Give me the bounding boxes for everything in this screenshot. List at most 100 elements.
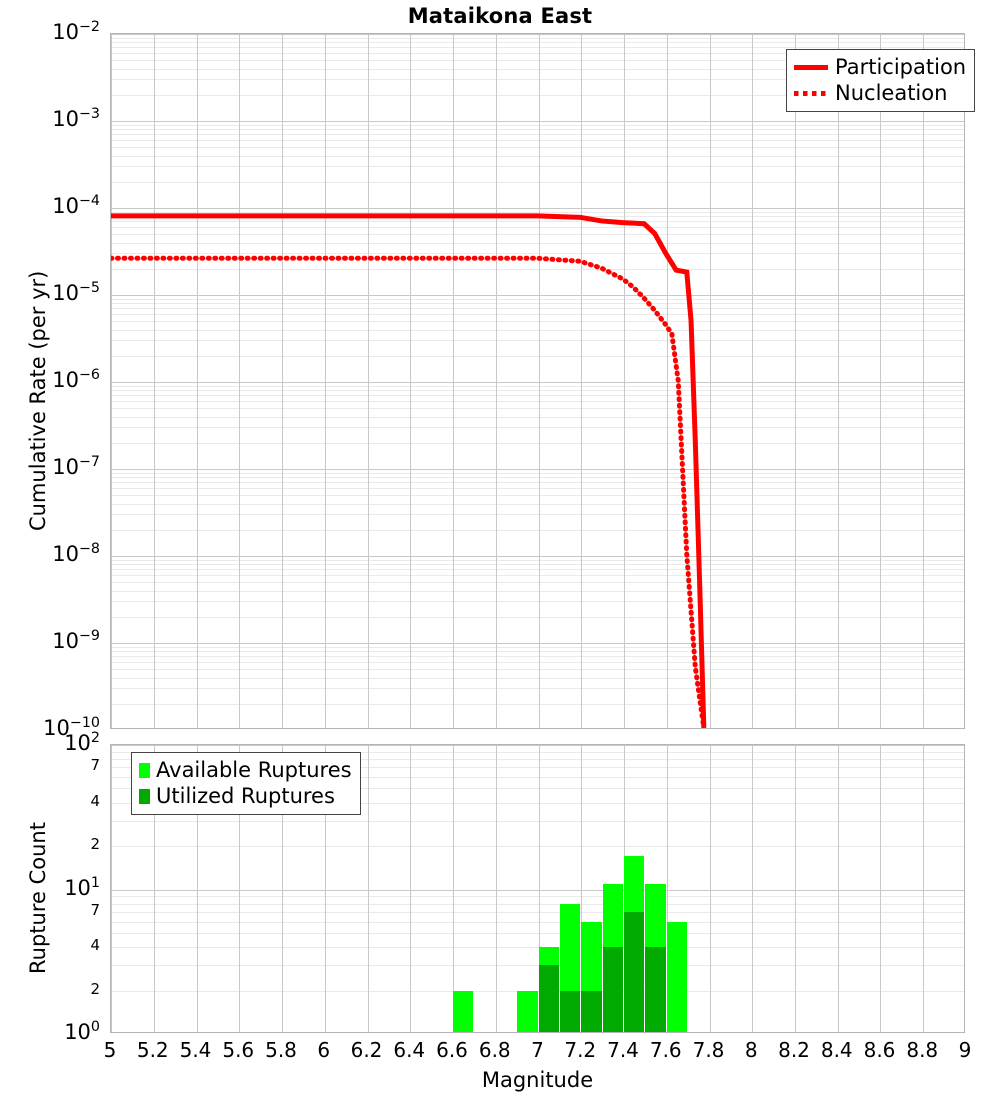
gridline: [111, 560, 964, 561]
gridline: [111, 390, 964, 391]
x-tick-label: 8.4: [820, 1038, 853, 1062]
gridline: [752, 34, 753, 728]
participation-line-icon: [794, 64, 828, 70]
gridline: [111, 564, 964, 565]
gridline: [111, 556, 964, 557]
curve-participation: [111, 213, 707, 728]
x-tick-label: 5.8: [265, 1038, 297, 1062]
gridline: [838, 745, 839, 1032]
gridline: [111, 253, 964, 254]
gridline: [111, 788, 964, 789]
gridline: [111, 821, 964, 822]
gridline: [838, 34, 839, 728]
gridline: [710, 34, 711, 728]
legend-top: Participation Nucleation: [786, 49, 976, 112]
x-tick-label: 8: [744, 1038, 758, 1062]
bar-utilized: [559, 990, 581, 1032]
gridline: [923, 745, 924, 1032]
y-tick-label: 10−3: [52, 106, 100, 131]
gridline: [111, 514, 964, 515]
x-tick-label: 7: [531, 1038, 544, 1062]
gridline: [624, 34, 625, 728]
gridline: [581, 34, 582, 728]
gridline: [111, 767, 964, 768]
gridline: [111, 991, 964, 992]
utilized-ruptures-swatch-icon: [139, 788, 150, 804]
gridline: [111, 125, 964, 126]
gridline: [111, 408, 964, 409]
gridline: [111, 295, 964, 296]
x-tick-label: 6.8: [478, 1038, 511, 1062]
gridline: [111, 34, 112, 728]
bar-available: [517, 990, 538, 1032]
gridline: [111, 382, 964, 383]
curve-nucleation: [111, 255, 707, 728]
x-tick-label: 8.8: [906, 1038, 939, 1062]
gridline: [496, 34, 497, 728]
gridline: [368, 34, 369, 728]
legend-item-nucleation: Nucleation: [794, 80, 966, 106]
gridline: [111, 79, 964, 80]
gridline: [111, 569, 964, 570]
bar-available: [666, 921, 688, 1032]
gridline: [111, 759, 964, 760]
gridline: [111, 401, 964, 402]
gridline: [111, 269, 964, 270]
gridline: [111, 582, 964, 583]
gridline: [111, 504, 964, 505]
gridline: [111, 752, 964, 753]
gridline: [410, 745, 411, 1032]
legend-label-nucleation: Nucleation: [835, 81, 948, 105]
gridline: [111, 443, 964, 444]
bar-utilized: [645, 947, 666, 1032]
x-tick-label: 6.2: [350, 1038, 383, 1062]
gridline: [111, 662, 964, 663]
gridline: [111, 299, 964, 300]
gridline: [710, 745, 711, 1032]
y-tick-label: 10−7: [52, 454, 100, 479]
gridline: [239, 745, 240, 1032]
gridline: [453, 34, 454, 728]
gridline: [111, 688, 964, 689]
legend-label-available: Available Ruptures: [156, 758, 352, 782]
gridline: [795, 34, 796, 728]
gridline: [111, 575, 964, 576]
gridline: [325, 34, 326, 728]
gridline: [111, 803, 964, 804]
gridline: [111, 904, 964, 905]
gridline: [111, 140, 964, 141]
x-tick-label: 8.2: [778, 1038, 810, 1062]
x-tick-label: 6.6: [436, 1038, 468, 1062]
gridline: [111, 156, 964, 157]
gridline: [282, 34, 283, 728]
gridline: [111, 669, 964, 670]
gridline: [539, 34, 540, 728]
gridline: [111, 212, 964, 213]
gridline: [111, 651, 964, 652]
x-tick-label: 7.4: [607, 1038, 639, 1062]
gridline: [111, 182, 964, 183]
x-tick-label: 6.4: [393, 1038, 426, 1062]
x-tick-label: 7.6: [649, 1038, 682, 1062]
gridline: [111, 60, 964, 61]
gridline: [111, 227, 964, 228]
gridline: [239, 34, 240, 728]
legend-item-available: Available Ruptures: [139, 757, 352, 783]
mfd-curves: [111, 213, 707, 728]
gridline: [581, 745, 582, 1032]
gridline: [111, 678, 964, 679]
cumulative-rate-panel: [110, 33, 965, 729]
gridline: [111, 243, 964, 244]
gridline: [111, 42, 964, 43]
gridline: [111, 95, 964, 96]
gridline: [111, 234, 964, 235]
gridline: [111, 34, 964, 35]
gridline: [282, 745, 283, 1032]
y-tick-label: 10−8: [52, 541, 100, 566]
gridline: [111, 656, 964, 657]
gridline: [752, 745, 753, 1032]
gridline: [111, 38, 964, 39]
gridline: [111, 469, 964, 470]
x-tick-label: 7.2: [564, 1038, 597, 1062]
gridline: [111, 473, 964, 474]
